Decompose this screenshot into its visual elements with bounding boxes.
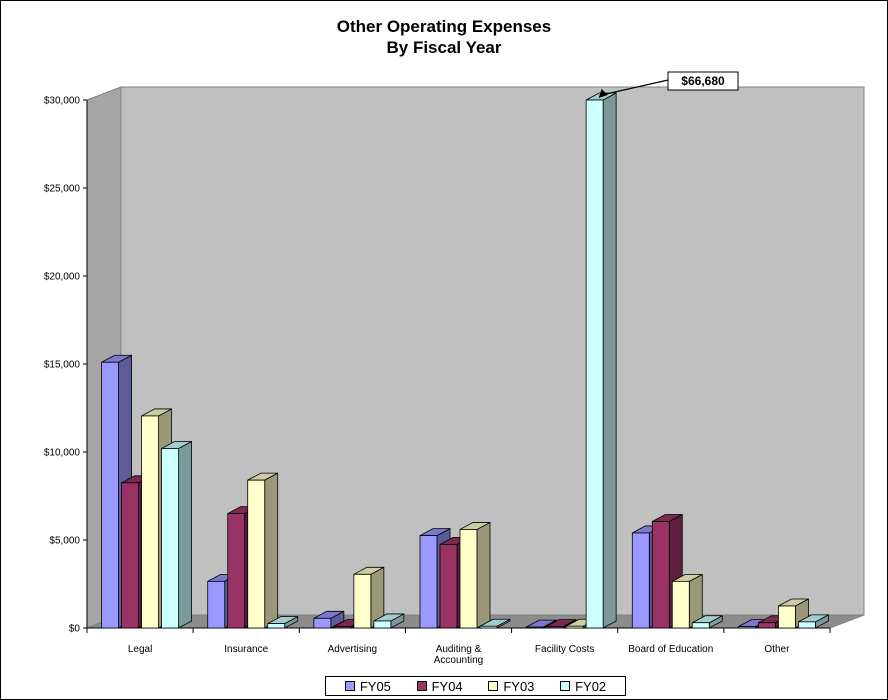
legend-label-fy02: FY02	[575, 678, 607, 694]
bar-fy02-5	[691, 622, 710, 629]
bar-fy02-1	[267, 623, 286, 629]
bar-fy05-5	[631, 532, 650, 629]
y-tick-label: $30,000	[44, 96, 81, 107]
x-category-label: Legal	[128, 644, 152, 655]
bar-fy04-3	[439, 544, 458, 629]
bar-fy03-4	[565, 625, 584, 629]
y-tick-label: $0	[69, 624, 81, 635]
annotation-arrow-line	[601, 79, 669, 96]
bar-fy04-4	[545, 626, 564, 629]
legend-swatch-fy03	[488, 681, 499, 691]
bar-fy04-0	[121, 482, 139, 629]
y-tick-label: $20,000	[44, 272, 81, 283]
bar-fy02-2	[373, 620, 392, 629]
chart-title: Other Operating Expenses By Fiscal Year	[0, 16, 888, 58]
x-category-label: Insurance	[224, 644, 268, 655]
bar-fy02-6	[798, 621, 816, 629]
bar-fy04-6	[758, 622, 776, 629]
legend-item-fy04: FY04	[416, 678, 463, 694]
legend-swatch-fy02	[560, 681, 571, 691]
bar-fy03-1-side	[264, 472, 279, 629]
bar-fy02-0	[161, 448, 179, 629]
chart-title-line-2: By Fiscal Year	[386, 38, 502, 57]
legend-item-fy02: FY02	[560, 679, 606, 694]
legend-label-fy04: FY04	[431, 678, 463, 694]
bar-fy05-1	[207, 580, 226, 629]
annotation-label: $66,680	[681, 74, 725, 88]
x-category-label: Auditing &	[436, 644, 482, 655]
bar-fy03-3	[459, 529, 478, 629]
y-tick-label: $25,000	[44, 184, 81, 195]
legend-swatch-fy04	[416, 681, 427, 691]
bar-fy02-4	[585, 99, 604, 629]
bar-fy05-2	[313, 617, 332, 629]
bar-fy04-5	[651, 521, 670, 629]
bar-fy04-2	[333, 626, 352, 629]
bar-fy02-4-side	[602, 92, 617, 629]
bar-fy04-1	[227, 513, 246, 629]
bar-fy03-5	[671, 580, 690, 629]
chart-title-line-1: Other Operating Expenses	[336, 17, 552, 36]
x-category-label: Advertising	[328, 644, 377, 655]
legend-swatch-fy05	[344, 681, 355, 691]
bar-fy03-0	[141, 415, 159, 629]
y-tick-label: $15,000	[44, 360, 81, 371]
bar-fy03-2	[353, 573, 372, 629]
legend-item-fy03: FY03	[488, 679, 534, 694]
legend-label-fy05: FY05	[359, 678, 391, 694]
x-category-label: Other	[764, 644, 790, 655]
bar-fy03-3-side	[476, 521, 491, 629]
bar-fy05-6	[738, 626, 756, 629]
x-category-label: Facility Costs	[535, 644, 594, 655]
y-tick-label: $5,000	[49, 536, 80, 547]
bar-fy05-4	[525, 626, 544, 629]
chart-legend: FY05 FY04 FY03 FY02	[325, 676, 626, 696]
bar-fy02-3	[479, 625, 498, 629]
bar-fy02-0-side	[178, 440, 192, 629]
annotation-arrowhead	[598, 89, 608, 98]
legend-item-fy05: FY05	[344, 678, 391, 694]
y-tick-label: $10,000	[44, 448, 81, 459]
bar-fy03-1	[247, 479, 266, 629]
bar-fy05-3	[419, 535, 438, 629]
annotation-box	[667, 71, 739, 91]
legend-label-fy03: FY03	[503, 678, 535, 694]
x-category-label: Accounting	[434, 655, 483, 666]
bar-fy03-6	[778, 605, 796, 629]
x-category-label: Board of Education	[628, 644, 713, 655]
bar-fy05-0	[101, 361, 119, 629]
